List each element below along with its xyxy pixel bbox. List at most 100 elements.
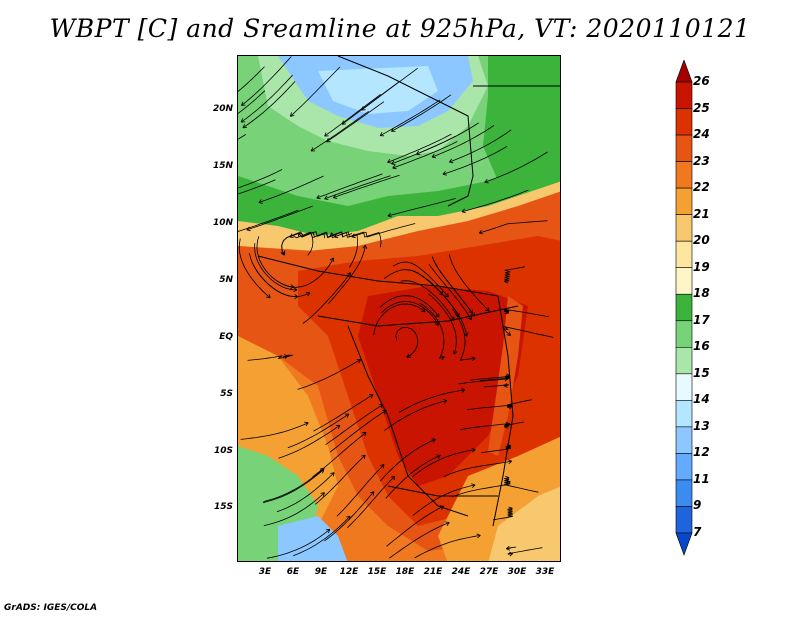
streamline (266, 528, 331, 559)
colorbar-label: 13 (693, 418, 710, 433)
streamline-arrow (468, 309, 473, 314)
streamline-arrow (392, 164, 397, 170)
border-line (257, 255, 499, 297)
streamline (241, 56, 292, 106)
streamline (391, 94, 452, 132)
lon-label: 6E (286, 567, 300, 577)
colorbar-label: 25 (693, 100, 710, 115)
streamline (238, 169, 283, 189)
streamline (310, 110, 369, 152)
streamline (313, 394, 374, 432)
streamline-arrow (484, 178, 489, 184)
streamline-arrow (440, 355, 445, 361)
streamline-arrow (242, 124, 247, 129)
streamline (443, 460, 512, 477)
streamline (414, 535, 481, 559)
streamline-arrow (362, 244, 368, 249)
streamline (395, 326, 419, 358)
streamline-arrow (390, 475, 396, 481)
streamline (470, 375, 511, 381)
colorbar-segment (675, 108, 693, 136)
streamline (385, 455, 441, 499)
border-line (317, 305, 519, 327)
streamline-arrow (387, 159, 392, 164)
streamline (399, 389, 466, 413)
colorbar-segment (675, 293, 693, 322)
lat-label: 20N (212, 104, 233, 114)
streamline (478, 220, 548, 234)
streamline-arrow (330, 472, 335, 477)
streamline-arrow (283, 354, 289, 359)
streamline-arrow (435, 312, 440, 318)
colorbar-label: 24 (693, 127, 710, 142)
streamline-arrow (504, 423, 509, 429)
streamline-arrow (505, 475, 510, 481)
colorbar-label: 7 (693, 525, 702, 539)
colorbar-segment (675, 400, 693, 428)
streamline (461, 189, 529, 213)
streamline (507, 547, 543, 555)
streamline-arrow (431, 153, 436, 159)
streamline (315, 454, 366, 505)
streamline-arrow (387, 212, 392, 218)
colorbar-segment (675, 506, 693, 534)
streamline (458, 378, 509, 385)
streamline (419, 302, 445, 359)
streamline-arrow (467, 315, 472, 321)
lat-label: 15S (213, 502, 233, 512)
streamline-arrow (356, 359, 362, 364)
streamline-arrow (506, 331, 511, 336)
streamline-arrow (448, 158, 454, 164)
streamline-arrow (324, 132, 329, 137)
colorbar-label: 19 (693, 259, 710, 274)
streamline-arrow (294, 294, 299, 299)
colorbar-label: 15 (693, 365, 710, 380)
streamline (278, 424, 341, 459)
colorbar-label: 14 (693, 392, 710, 407)
northeast-green (483, 56, 560, 181)
streamline-arrow (452, 350, 458, 355)
lat-label: 10N (212, 218, 233, 228)
streamline (297, 359, 361, 390)
streamline (249, 253, 298, 297)
lon-label: 21E (423, 567, 443, 577)
streamline-arrow (442, 399, 448, 404)
streamline-arrow (436, 454, 441, 459)
streamline-arrow (506, 545, 511, 551)
streamline-arrow (421, 307, 426, 313)
streamline (381, 301, 439, 326)
streamline (504, 421, 524, 428)
streamline-arrow (415, 150, 421, 156)
streamline (451, 481, 511, 498)
map-title: WBPT [C] and Sreamline at 925hPa, VT: 20… (49, 14, 751, 43)
streamline-arrow (507, 459, 513, 465)
border-line (337, 56, 474, 207)
streamline (384, 400, 448, 431)
streamline (324, 491, 375, 542)
streamline-arrow (325, 528, 331, 534)
streamline (263, 492, 325, 526)
wbpt-field (238, 56, 560, 561)
streamline-arrow (442, 170, 447, 176)
streamline (324, 93, 381, 137)
streamline (386, 505, 444, 547)
streamline-arrow (266, 293, 271, 299)
streamline-arrow (506, 480, 511, 485)
lat-label: 15N (212, 161, 233, 171)
streamline (480, 376, 511, 381)
streamline-arrow (445, 521, 450, 526)
streamline-arrow (478, 229, 483, 235)
streamline (387, 198, 456, 217)
streamline (240, 74, 293, 123)
streamline (290, 66, 341, 117)
southwest-blue (278, 516, 348, 561)
streamline-arrow (504, 309, 510, 315)
streamline (325, 404, 384, 446)
streamline (281, 231, 326, 256)
streamline-arrow (329, 232, 335, 237)
colorbar-top-arrow (675, 59, 693, 83)
colorbar-segment (675, 453, 693, 481)
streamline-arrow (241, 101, 246, 106)
lat-label: EQ (219, 332, 233, 342)
streamline (431, 256, 473, 314)
